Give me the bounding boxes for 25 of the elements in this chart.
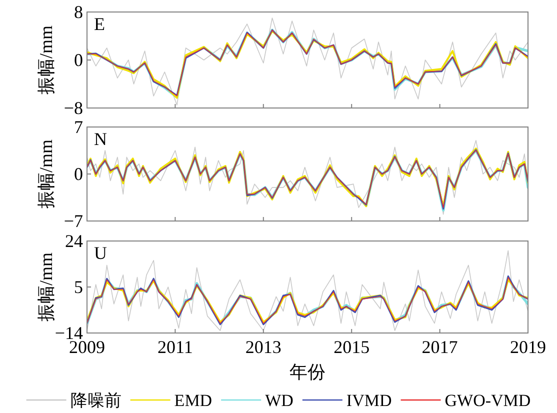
legend-label: EMD	[174, 391, 212, 410]
x-tick-label: 2013	[245, 337, 282, 357]
y-tick-label: −8	[64, 98, 83, 118]
y-tick-label: 0	[74, 164, 83, 184]
y-tick-label: 7	[74, 117, 83, 137]
x-tick-label: 2017	[422, 337, 458, 357]
x-tick-label: 2015	[334, 337, 370, 357]
legend-label: WD	[265, 391, 294, 410]
y-axis-title: 振幅/mm	[36, 252, 56, 322]
annotation: U	[94, 243, 107, 263]
annotation: N	[94, 129, 107, 149]
x-tick-label: 2019	[510, 337, 546, 357]
x-axis-title: 年份	[290, 362, 326, 382]
legend-label: 降噪前	[70, 391, 122, 410]
annotation: E	[94, 14, 105, 34]
legend-label: GWO-VMD	[444, 391, 531, 410]
y-tick-label: 0	[74, 50, 83, 70]
y-tick-label: 5	[74, 277, 83, 297]
y-tick-label: −7	[64, 211, 83, 231]
x-tick-label: 2011	[158, 337, 193, 357]
y-axis-title: 振幅/mm	[36, 139, 56, 209]
y-tick-label: 24	[65, 231, 83, 251]
y-axis-title: 振幅/mm	[36, 25, 56, 95]
y-tick-label: 8	[74, 2, 83, 22]
legend-label: IVMD	[346, 391, 392, 410]
